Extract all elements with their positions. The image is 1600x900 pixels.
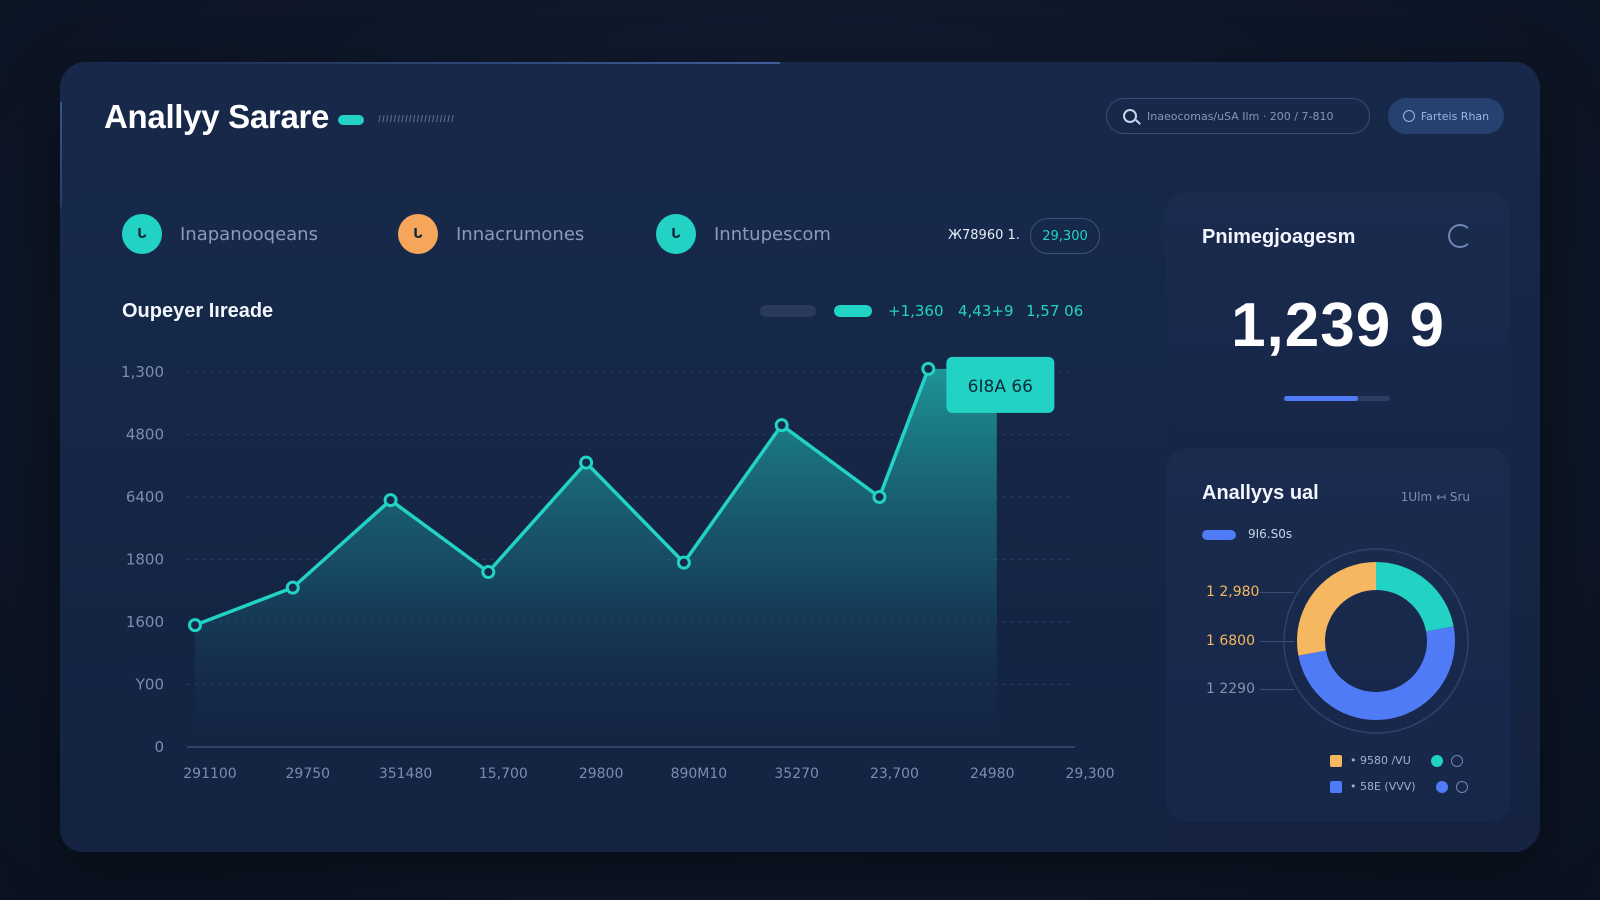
stat-tab-3-icon: ᒐ <box>656 214 696 254</box>
data-point[interactable] <box>383 493 398 508</box>
legend-value-1: +1,360 <box>888 302 944 320</box>
y-tick-label: 4800 <box>126 426 164 444</box>
x-tick-label: 29800 <box>579 766 624 782</box>
stat-tab-1-icon: ᒐ <box>122 214 162 254</box>
metric-panel: Pnimegjoagesm 1,239 9 <box>1166 192 1510 428</box>
legend-teal-pill[interactable] <box>834 305 872 317</box>
x-tick-label: 291100 <box>183 766 236 782</box>
legend-value-3: 1,57 06 <box>1026 302 1084 320</box>
analysis-panel-meta[interactable]: 1Ulm ↤ Sru <box>1400 490 1470 504</box>
left-accent-line <box>60 102 62 302</box>
x-tick-label: 351480 <box>379 766 432 782</box>
search-icon <box>1123 109 1137 123</box>
header-action-button[interactable]: Farteis Rhan <box>1388 98 1504 134</box>
page-subtitle: ıııııııııııııııııııı <box>378 111 455 125</box>
stat-tab-2-icon: ᒐ <box>398 214 438 254</box>
data-point[interactable] <box>188 618 202 633</box>
data-point[interactable] <box>921 361 936 376</box>
donut-leader-2 <box>1260 641 1294 642</box>
metric-panel-title: Pnimegjoagesm <box>1202 226 1356 248</box>
legend-value-2: 4,43+9 <box>958 302 1014 320</box>
data-point[interactable] <box>481 565 496 579</box>
tab-value: Ж78960 1. <box>948 228 1020 243</box>
y-tick-label: 1600 <box>126 613 164 631</box>
metric-progress-fill <box>1284 396 1359 401</box>
x-tick-label: 15,700 <box>479 766 528 782</box>
data-point[interactable] <box>285 580 300 595</box>
analysis-panel-title: Anallyys ual <box>1202 482 1319 504</box>
stat-tab-2[interactable]: ᒐ Innacrumones <box>398 214 584 254</box>
top-accent-line <box>90 62 780 64</box>
series-area <box>195 368 997 747</box>
analysis-legend-text: 9I6.S0s <box>1248 527 1293 541</box>
bottom-legend-text-2: • 58E (VVV) <box>1350 780 1416 793</box>
bottom-legend-text-1: • 9580 /VU <box>1350 754 1411 767</box>
refresh-icon[interactable] <box>1448 224 1472 248</box>
x-tick-label: 24980 <box>970 766 1015 782</box>
chart-title: Oupeyer Iıreade <box>122 300 274 322</box>
stat-tab-3-label: Inntupescom <box>714 223 831 245</box>
metric-big-number: 1,239 9 <box>1231 291 1445 360</box>
x-tick-label: 23,700 <box>870 766 919 782</box>
legend-square-orange <box>1330 754 1342 767</box>
main-chart-panel: ᒐ Inapanooqeans ᒐ Innacrumones ᒐ Inntupe… <box>60 192 1166 852</box>
x-tick-label: 35270 <box>774 766 819 782</box>
y-tick-label: 1800 <box>126 551 164 569</box>
donut-label-3: 1 2290 <box>1206 681 1255 697</box>
header-action-label: Farteis Rhan <box>1420 109 1490 123</box>
legend-square-blue <box>1330 780 1342 793</box>
y-tick-label: 1,300 <box>121 363 164 381</box>
value-callout-text: 6I8A 66 <box>968 377 1033 397</box>
stat-tab-1-label: Inapanooqeans <box>180 223 318 245</box>
data-point[interactable] <box>579 455 594 470</box>
x-tick-label: 890M10 <box>671 766 728 782</box>
analysis-panel: Anallyys ual 1Ulm ↤ Sru 9I6.S0s 1 2,980 … <box>1166 448 1510 822</box>
legend-dot-teal <box>1430 754 1443 767</box>
bottom-legend-row-2: • 58E (VVV) <box>1330 780 1468 793</box>
data-point[interactable] <box>872 490 887 504</box>
tab-value-pill[interactable]: 29,300 <box>1030 218 1100 254</box>
y-tick-label: 6400 <box>126 488 164 506</box>
donut-chart <box>1283 548 1469 734</box>
donut-label-1: 1 2,980 <box>1206 584 1260 600</box>
legend-grey-pill[interactable] <box>760 305 816 317</box>
info-icon[interactable] <box>1450 754 1463 767</box>
x-tick-label: 29750 <box>286 766 331 782</box>
donut-leader-1 <box>1260 592 1294 593</box>
info-icon[interactable] <box>1455 780 1468 793</box>
globe-icon <box>1402 110 1415 122</box>
dashboard-window: Anallyy Sarare ıııııııııııııııııııı Inae… <box>60 62 1540 852</box>
y-tick-label: Y00 <box>135 676 164 694</box>
data-point[interactable] <box>676 555 691 570</box>
data-point[interactable] <box>774 418 789 433</box>
donut-leader-3 <box>1260 689 1294 690</box>
stat-tab-1[interactable]: ᒐ Inapanooqeans <box>122 214 318 254</box>
search-bar[interactable]: Inaeocomas/uSA Ilm · 200 / 7-810 <box>1106 98 1370 134</box>
metric-progress-track <box>1284 396 1390 401</box>
stat-tab-3[interactable]: ᒐ Inntupescom <box>656 214 831 254</box>
donut-slice-blue[interactable] <box>1297 562 1455 720</box>
y-tick-label: 0 <box>154 738 164 756</box>
donut-outer-ring <box>1283 548 1469 734</box>
stat-tab-2-label: Innacrumones <box>456 223 585 245</box>
page-title: Anallyy Sarare <box>104 98 330 135</box>
search-text: Inaeocomas/uSA Ilm · 200 / 7-810 <box>1147 109 1334 123</box>
analysis-legend-pill <box>1202 530 1236 540</box>
donut-label-2: 1 6800 <box>1206 633 1255 649</box>
x-tick-label: 29,300 <box>1066 766 1115 782</box>
line-chart: 1,300 4800 6400 1800 1600 Y00 0 291100 29750 351… <box>121 356 1115 782</box>
donut-slice-orange[interactable] <box>1297 562 1455 720</box>
title-accent-pill <box>338 115 364 125</box>
legend-dot-blue <box>1435 780 1448 793</box>
value-callout <box>946 356 1055 413</box>
bottom-legend-row-1: • 9580 /VU <box>1330 754 1463 767</box>
